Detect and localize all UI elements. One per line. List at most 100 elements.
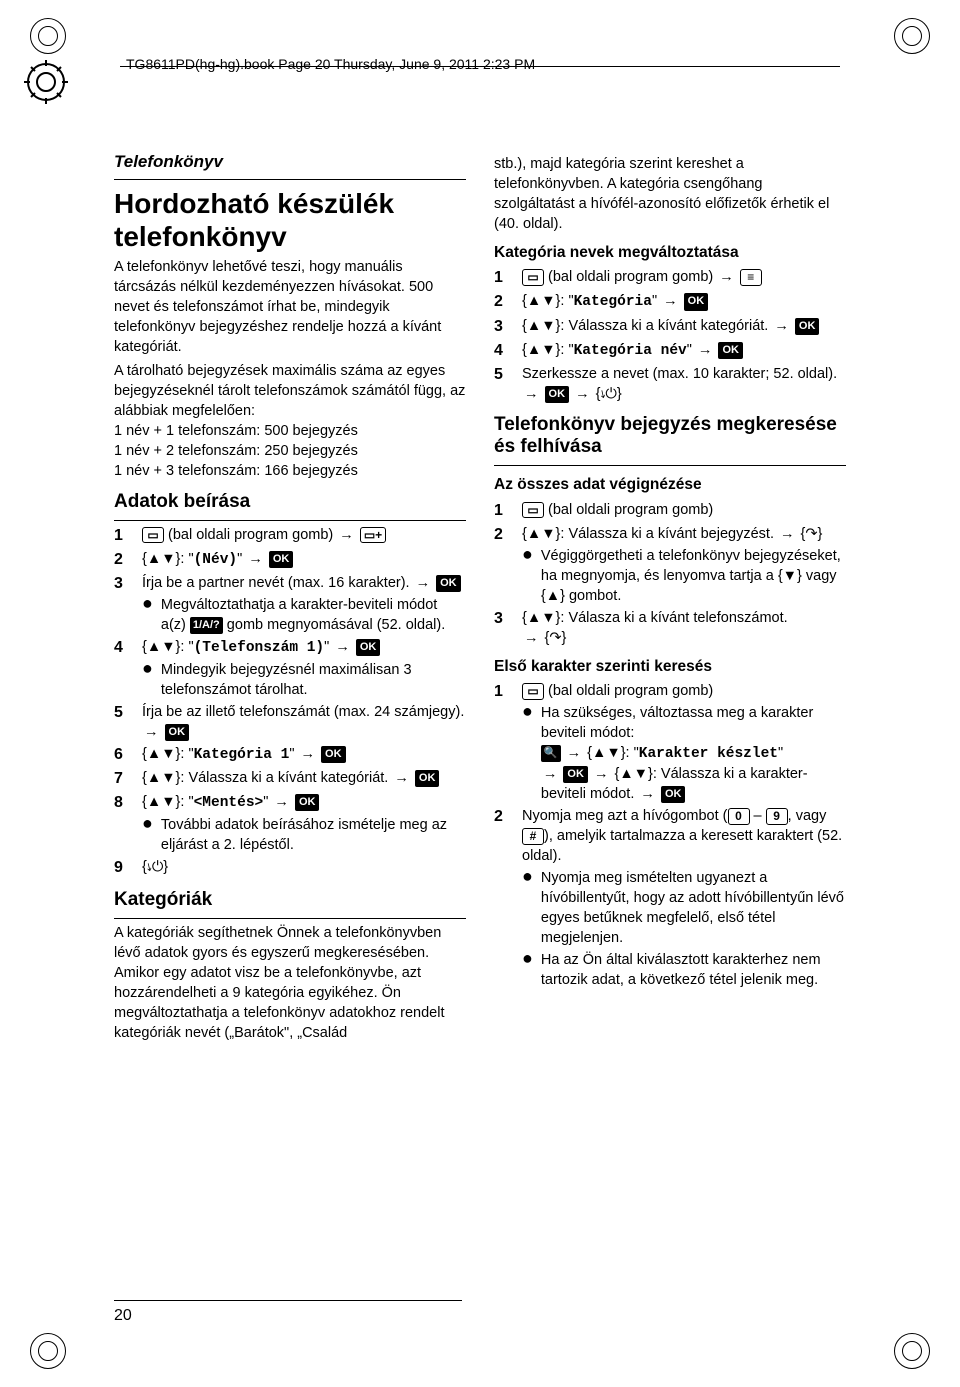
steps-list: 1 ▭ (bal oldali program gomb) → ≡ 2 {▲▼}… [494,267,846,403]
crop-mark-icon [894,1333,930,1369]
bullet: ●Mindegyik bejegyzésnél maximálisan 3 te… [142,660,466,700]
nav-icon: ▲▼ [147,639,176,655]
steps-list: 1 ▭ (bal oldali program gomb) 2 {▲▼}: Vá… [494,500,846,648]
step-body: {▲▼}: "(Telefonszám 1)" → OK ●Mindegyik … [142,637,466,700]
ok-icon: OK [684,293,709,310]
ok-icon: OK [795,318,820,335]
bullet: ●Végiggörgetheti a telefonkönyv bejegyzé… [522,546,846,606]
intro-text: A telefonkönyv lehetővé teszi, hogy manu… [114,257,466,357]
crop-mark-icon [30,1333,66,1369]
bullet: ● Ha szükséges, változtassa meg a karakt… [522,703,846,804]
section-label: Telefonkönyv [114,150,466,173]
nav-icon: ▲▼ [147,770,176,786]
page: TG8611PD(hg-hg).book Page 20 Thursday, J… [0,0,960,1387]
rule [114,520,466,521]
step-body: {⭏⏻} [142,857,466,879]
subheading-first: Első karakter szerinti keresés [494,656,846,677]
book-icon: ▭ [522,502,544,518]
steps-list: 1 ▭ (bal oldali program gomb) → ▭+ 2 {▲▼… [114,525,466,879]
step-body: ▭ (bal oldali program gomb) → ▭+ [142,525,466,547]
nav-icon: ▲▼ [527,610,556,626]
subheading-kategoriak: Kategóriák [114,889,466,912]
bullet: ●Megváltoztathatja a karakter-beviteli m… [142,595,466,635]
key-hash-icon: # [522,828,544,844]
steps-list: 1 ▭ (bal oldali program gomb) ● Ha szüks… [494,681,846,990]
step-body: Írja be a partner nevét (max. 16 karakte… [142,573,466,635]
step-body: {▲▼}: Válassza ki a kívánt kategóriát. →… [522,316,846,338]
running-header: TG8611PD(hg-hg).book Page 20 Thursday, J… [126,56,535,72]
step-number: 2 [494,291,518,313]
page-title: Hordozható készülék telefonkönyv [114,188,466,252]
step-body: {▲▼}: "Kategória" → OK [522,291,846,313]
ok-icon: OK [415,770,440,787]
step-body: {▲▼}: "Kategória 1" → OK [142,744,466,766]
up-icon: ▲ [546,588,560,604]
nav-icon: ▲▼ [147,794,176,810]
subheading-find: Telefonkönyv bejegyzés megkeresése és fe… [494,414,846,460]
left-column: Telefonkönyv Hordozható készülék telefon… [114,150,466,1297]
step-body: ▭ (bal oldali program gomb) [522,500,846,522]
step-number: 5 [494,364,518,404]
nav-icon: ▲▼ [527,526,556,542]
step-body: {▲▼}: Válasza ki a kívánt telefonszámot.… [522,608,846,648]
footer-rule [114,1300,462,1301]
book-plus-icon: ▭+ [360,527,386,543]
step-number: 3 [494,316,518,338]
content-area: Telefonkönyv Hordozható készülék telefon… [114,150,846,1297]
step-body: {▲▼}: "<Mentés>" → OK ●További adatok be… [142,792,466,855]
call-icon: ↷ [549,630,561,646]
step-number: 1 [494,681,518,804]
page-number: 20 [114,1307,132,1325]
bullet: ●Ha az Ön által kiválasztott karakterhez… [522,950,846,990]
book-icon: ▭ [522,269,544,285]
step-number: 8 [114,792,138,855]
ok-icon: OK [718,342,743,359]
bullet: ●Nyomja meg ismételten ugyanezt a hívóbi… [522,868,846,948]
off-icon: ⭏⏻ [600,386,616,402]
book-icon: ▭ [522,683,544,699]
nav-icon: ▲▼ [527,293,556,309]
key-0-icon: 0 [728,808,750,824]
bullet: ●További adatok beírásához ismételje meg… [142,815,466,855]
nav-icon: ▲▼ [147,746,176,762]
ok-icon: OK [295,794,320,811]
step-body: {▲▼}: Válassza ki a kívánt kategóriát. →… [142,768,466,790]
rule [114,179,466,180]
continuation-text: stb.), majd kategória szerint kereshet a… [494,154,846,234]
ok-icon: OK [661,786,686,803]
step-body: {▲▼}: Válassza ki a kívánt bejegyzést. →… [522,524,846,606]
input-mode-icon: 1/A/? [190,617,223,634]
ok-icon: OK [321,746,346,763]
call-icon: ↷ [805,526,817,542]
ok-icon: OK [165,724,190,741]
ok-icon: OK [356,639,381,656]
step-number: 3 [494,608,518,648]
nav-icon: ▲▼ [527,318,556,334]
step-number: 1 [494,267,518,289]
rule [494,465,846,466]
nav-icon: ▲▼ [147,551,176,567]
step-number: 6 [114,744,138,766]
book-icon: ▭ [142,527,164,543]
kategoriak-text: A kategóriák segíthetnek Önnek a telefon… [114,923,466,1043]
step-number: 3 [114,573,138,635]
step-number: 1 [114,525,138,547]
step-body: ▭ (bal oldali program gomb) → ≡ [522,267,846,289]
down-icon: ▼ [783,568,797,584]
step-number: 7 [114,768,138,790]
nav-icon: ▲▼ [619,766,648,782]
ok-icon: OK [436,575,461,592]
step-number: 5 [114,702,138,742]
step-number: 2 [494,524,518,606]
right-column: stb.), majd kategória szerint kereshet a… [494,150,846,1297]
intro-text: A tárolható bejegyzések maximális száma … [114,361,466,481]
rule [114,918,466,919]
crop-mark-icon [30,18,66,54]
step-number: 2 [114,549,138,571]
step-body: Szerkessze a nevet (max. 10 karakter; 52… [522,364,846,404]
key-9-icon: 9 [766,808,788,824]
step-body: {▲▼}: "(Név)" → OK [142,549,466,571]
nav-icon: ▲▼ [592,745,621,761]
nav-icon: ▲▼ [527,342,556,358]
gear-icon [20,56,72,108]
